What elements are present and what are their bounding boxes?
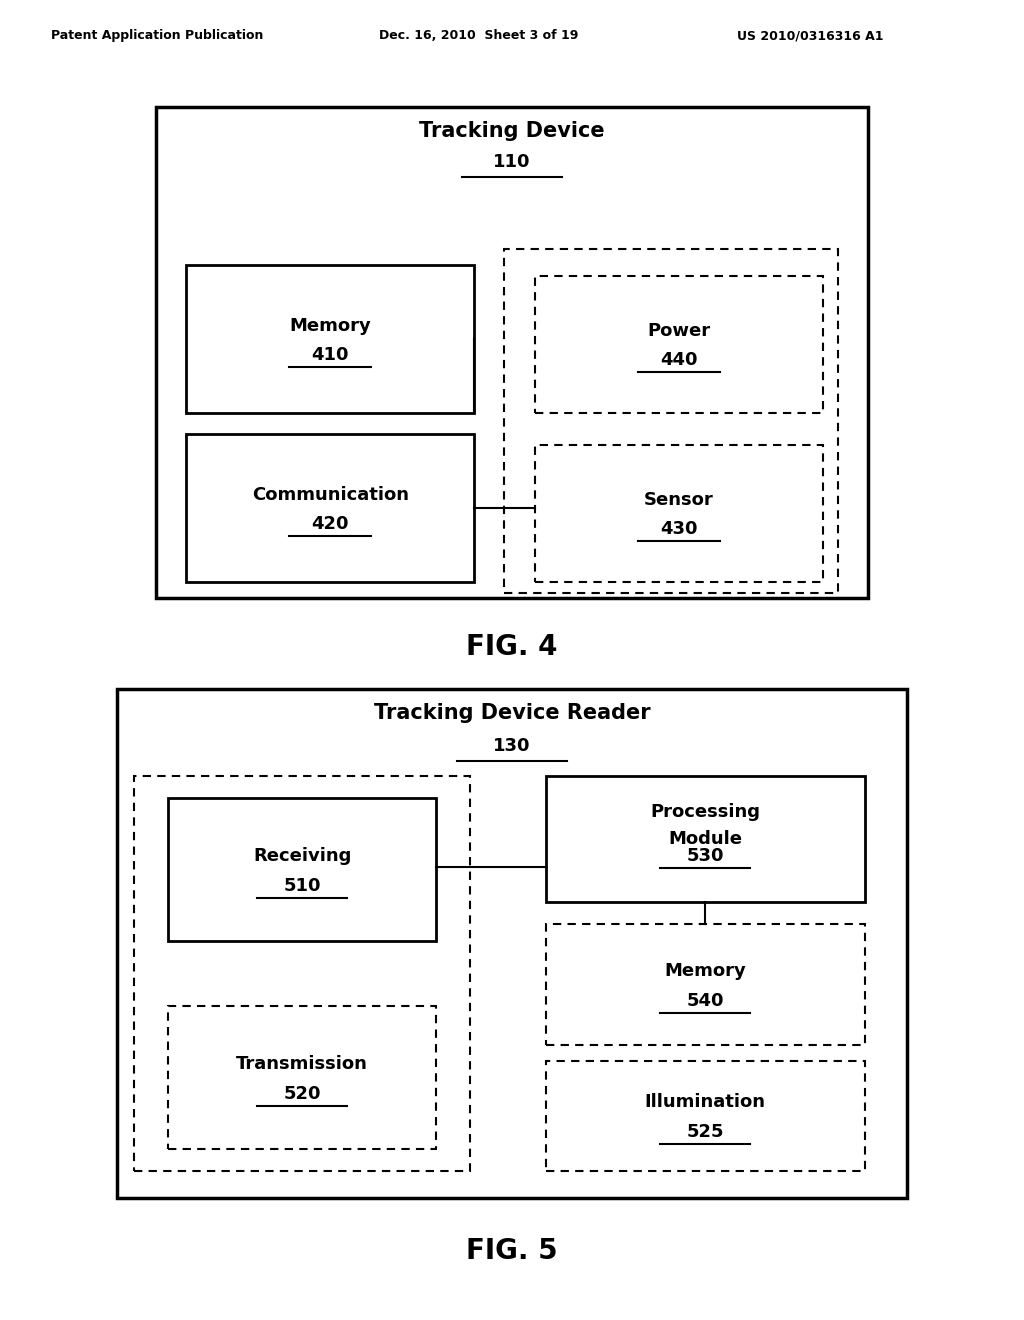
Text: Tracking Device Reader: Tracking Device Reader	[374, 704, 650, 723]
Text: 410: 410	[311, 346, 349, 364]
Bar	[168, 1006, 436, 1148]
Text: 420: 420	[311, 515, 349, 533]
Text: Sensor: Sensor	[644, 491, 714, 510]
Text: 525: 525	[686, 1123, 724, 1142]
Bar	[186, 434, 474, 582]
Bar	[168, 799, 436, 940]
Text: Tracking Device: Tracking Device	[419, 120, 605, 141]
Text: 430: 430	[659, 520, 697, 539]
Text: 440: 440	[659, 351, 697, 370]
Bar	[186, 265, 474, 413]
Text: Illumination: Illumination	[645, 1093, 766, 1111]
Text: Processing: Processing	[650, 803, 760, 821]
Text: Patent Application Publication: Patent Application Publication	[51, 29, 263, 42]
Text: 130: 130	[494, 737, 530, 755]
Text: Communication: Communication	[252, 486, 409, 504]
Bar	[505, 249, 838, 593]
Text: 530: 530	[686, 846, 724, 865]
Text: Memory: Memory	[289, 317, 371, 335]
Text: Memory: Memory	[665, 962, 746, 979]
Text: FIG. 5: FIG. 5	[466, 1237, 558, 1266]
Text: 510: 510	[284, 876, 321, 895]
Text: 520: 520	[284, 1085, 321, 1104]
Text: Power: Power	[647, 322, 711, 341]
Bar	[535, 445, 822, 582]
Bar	[134, 776, 470, 1171]
Text: Receiving: Receiving	[253, 846, 351, 865]
Text: US 2010/0316316 A1: US 2010/0316316 A1	[737, 29, 884, 42]
Bar	[546, 1061, 864, 1171]
Bar	[546, 924, 864, 1044]
Text: Dec. 16, 2010  Sheet 3 of 19: Dec. 16, 2010 Sheet 3 of 19	[379, 29, 579, 42]
Text: Transmission: Transmission	[237, 1055, 368, 1073]
Bar	[535, 276, 822, 413]
Bar	[546, 776, 864, 902]
Text: FIG. 4: FIG. 4	[466, 632, 558, 661]
Text: 110: 110	[494, 153, 530, 172]
Text: Module: Module	[668, 830, 742, 849]
Text: 540: 540	[686, 991, 724, 1010]
